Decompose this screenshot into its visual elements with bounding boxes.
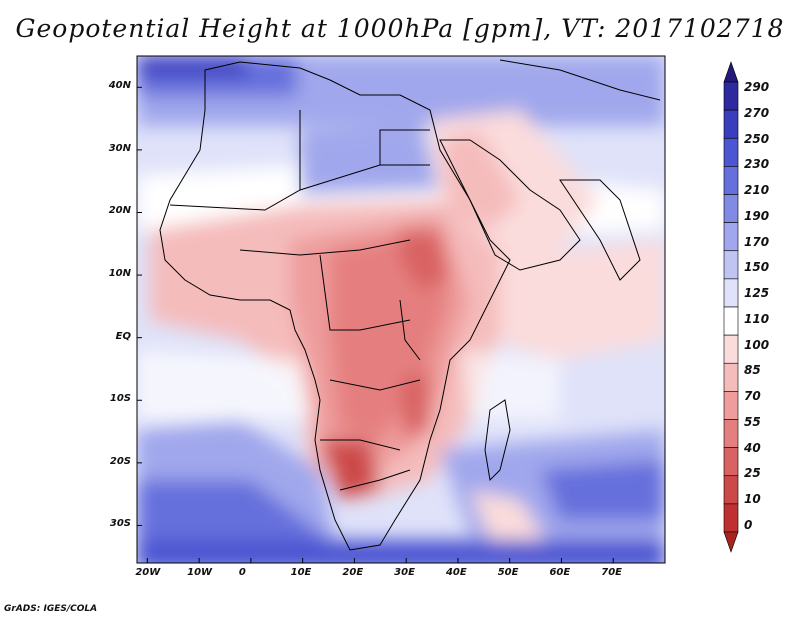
lat-tick-label: 10N	[108, 268, 131, 280]
colorbar-level-label: 110	[744, 311, 770, 326]
lat-tick-label: 20S	[109, 455, 131, 467]
colorbar-level-label: 55	[744, 414, 761, 429]
colorbar-level-label: 85	[744, 363, 761, 378]
colorbar-level-label: 10	[744, 492, 761, 507]
colorbar-level-label: 40	[744, 440, 761, 455]
colorbar-level-label: 250	[744, 131, 770, 146]
colorbar-level-label: 25	[744, 466, 761, 481]
colorbar-swatch	[723, 81, 739, 111]
lon-tick-label: 70E	[601, 567, 622, 578]
lon-tick-label: 20W	[135, 567, 161, 578]
lon-tick-label: 20E	[342, 567, 364, 578]
colorbar-swatch	[723, 222, 739, 252]
lon-tick-label: 40E	[445, 567, 467, 578]
lat-tick-label: EQ	[115, 330, 131, 342]
map-title: Geopotential Height at 1000hPa [gpm], VT…	[15, 14, 785, 43]
lat-tick-label: 30N	[108, 142, 131, 154]
lon-tick-label: 0	[238, 567, 246, 578]
lat-tick-label: 30S	[109, 518, 131, 530]
colorbar-swatch	[723, 166, 739, 195]
colorbar-level-label: 70	[744, 389, 761, 404]
lat-tick-label: 10S	[109, 393, 131, 405]
colorbar-swatch	[723, 278, 739, 308]
colorbar-swatch	[723, 362, 739, 392]
colorbar-swatch	[723, 250, 739, 280]
lon-tick-label: 60E	[549, 567, 571, 578]
colorbar-swatch	[723, 109, 739, 139]
colorbar-swatch	[723, 137, 739, 167]
colorbar-swatch	[723, 61, 739, 83]
colorbar-swatch	[723, 334, 739, 364]
coastlines	[159, 59, 661, 551]
height-field	[137, 56, 665, 563]
lon-tick-label: 50E	[497, 567, 519, 578]
credit-label: GrADS: IGES/COLA	[4, 604, 98, 614]
colorbar-level-label: 150	[744, 260, 770, 275]
colorbar-level-label: 170	[744, 234, 770, 249]
lat-tick-label: 40N	[108, 80, 131, 92]
plot-frame	[136, 55, 666, 564]
colorbar-swatch	[723, 531, 739, 553]
colorbar-level-label: 270	[744, 105, 770, 120]
colorbar-level-label: 100	[744, 337, 770, 352]
lon-tick-label: 10W	[187, 567, 213, 578]
lon-tick-label: 30E	[394, 567, 415, 578]
lat-tick-label: 20N	[108, 205, 131, 217]
colorbar-level-label: 210	[744, 183, 770, 198]
colorbar-swatch	[723, 475, 739, 505]
colorbar-level-label: 0	[744, 518, 753, 532]
colorbar-level-label: 125	[744, 286, 770, 301]
colorbar-swatch	[723, 194, 739, 223]
colorbar-swatch	[723, 419, 739, 448]
colorbar-level-label: 190	[744, 208, 770, 223]
colorbar-level-label: 230	[744, 157, 770, 172]
colorbar	[723, 61, 739, 553]
colorbar-level-label: 290	[744, 80, 770, 94]
colorbar-swatch	[723, 503, 739, 533]
colorbar-swatch	[723, 447, 739, 477]
lon-tick-label: 10E	[290, 567, 312, 578]
colorbar-swatch	[723, 306, 739, 336]
colorbar-swatch	[723, 391, 739, 420]
